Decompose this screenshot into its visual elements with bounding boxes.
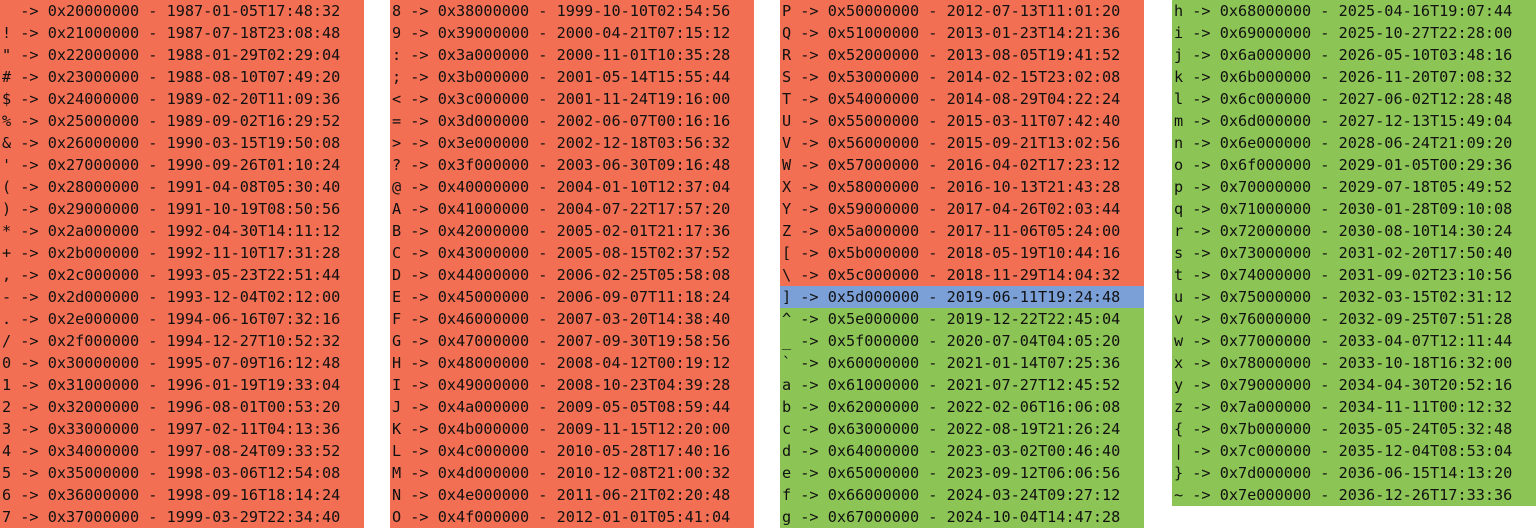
mapping-row: . -> 0x2e000000 - 1994-06-16T07:32:16 (0, 308, 364, 330)
mapping-row: N -> 0x4e000000 - 2011-06-21T02:20:48 (390, 484, 754, 506)
mapping-row: O -> 0x4f000000 - 2012-01-01T05:41:04 (390, 506, 754, 528)
mapping-row: ? -> 0x3f000000 - 2003-06-30T09:16:48 (390, 154, 754, 176)
mapping-row: j -> 0x6a000000 - 2026-05-10T03:48:16 (1172, 44, 1536, 66)
mapping-row: a -> 0x61000000 - 2021-07-27T12:45:52 (780, 374, 1144, 396)
mapping-row: n -> 0x6e000000 - 2028-06-24T21:09:20 (1172, 132, 1536, 154)
mapping-row: e -> 0x65000000 - 2023-09-12T06:06:56 (780, 462, 1144, 484)
mapping-row: z -> 0x7a000000 - 2034-11-11T00:12:32 (1172, 396, 1536, 418)
mapping-row: 9 -> 0x39000000 - 2000-04-21T07:15:12 (390, 22, 754, 44)
mapping-row: S -> 0x53000000 - 2014-02-15T23:02:08 (780, 66, 1144, 88)
mapping-row: X -> 0x58000000 - 2016-10-13T21:43:28 (780, 176, 1144, 198)
mapping-row: " -> 0x22000000 - 1988-01-29T02:29:04 (0, 44, 364, 66)
mapping-row: 6 -> 0x36000000 - 1998-09-16T18:14:24 (0, 484, 364, 506)
mapping-row: 3 -> 0x33000000 - 1997-02-11T04:13:36 (0, 418, 364, 440)
mapping-row: P -> 0x50000000 - 2012-07-13T11:01:20 (780, 0, 1144, 22)
mapping-row: ( -> 0x28000000 - 1991-04-08T05:30:40 (0, 176, 364, 198)
mapping-row: & -> 0x26000000 - 1990-03-15T19:50:08 (0, 132, 364, 154)
mapping-row: 4 -> 0x34000000 - 1997-08-24T09:33:52 (0, 440, 364, 462)
mapping-row: ~ -> 0x7e000000 - 2036-12-26T17:33:36 (1172, 484, 1536, 506)
mapping-row: % -> 0x25000000 - 1989-09-02T16:29:52 (0, 110, 364, 132)
mapping-row: G -> 0x47000000 - 2007-09-30T19:58:56 (390, 330, 754, 352)
mapping-row: 8 -> 0x38000000 - 1999-10-10T02:54:56 (390, 0, 754, 22)
mapping-row: r -> 0x72000000 - 2030-08-10T14:30:24 (1172, 220, 1536, 242)
mapping-row: F -> 0x46000000 - 2007-03-20T14:38:40 (390, 308, 754, 330)
mapping-row: ; -> 0x3b000000 - 2001-05-14T15:55:44 (390, 66, 754, 88)
mapping-row: + -> 0x2b000000 - 1992-11-10T17:31:28 (0, 242, 364, 264)
mapping-row: ) -> 0x29000000 - 1991-10-19T08:50:56 (0, 198, 364, 220)
mapping-row: _ -> 0x5f000000 - 2020-07-04T04:05:20 (780, 330, 1144, 352)
mapping-row: v -> 0x76000000 - 2032-09-25T07:51:28 (1172, 308, 1536, 330)
mapping-row: ! -> 0x21000000 - 1987-07-18T23:08:48 (0, 22, 364, 44)
mapping-row: c -> 0x63000000 - 2022-08-19T21:26:24 (780, 418, 1144, 440)
mapping-row: b -> 0x62000000 - 2022-02-06T16:06:08 (780, 396, 1144, 418)
mapping-row: o -> 0x6f000000 - 2029-01-05T00:29:36 (1172, 154, 1536, 176)
mapping-row: w -> 0x77000000 - 2033-04-07T12:11:44 (1172, 330, 1536, 352)
mapping-row: | -> 0x7c000000 - 2035-12-04T08:53:04 (1172, 440, 1536, 462)
mapping-row: } -> 0x7d000000 - 2036-06-15T14:13:20 (1172, 462, 1536, 484)
column-4: h -> 0x68000000 - 2025-04-16T19:07:44 i -… (1172, 0, 1536, 506)
mapping-row: f -> 0x66000000 - 2024-03-24T09:27:12 (780, 484, 1144, 506)
mapping-row: h -> 0x68000000 - 2025-04-16T19:07:44 (1172, 0, 1536, 22)
mapping-row: g -> 0x67000000 - 2024-10-04T14:47:28 (780, 506, 1144, 528)
mapping-row: u -> 0x75000000 - 2032-03-15T02:31:12 (1172, 286, 1536, 308)
mapping-row: H -> 0x48000000 - 2008-04-12T00:19:12 (390, 352, 754, 374)
mapping-row: A -> 0x41000000 - 2004-07-22T17:57:20 (390, 198, 754, 220)
mapping-row: W -> 0x57000000 - 2016-04-02T17:23:12 (780, 154, 1144, 176)
mapping-row: 2 -> 0x32000000 - 1996-08-01T00:53:20 (0, 396, 364, 418)
mapping-row: = -> 0x3d000000 - 2002-06-07T00:16:16 (390, 110, 754, 132)
mapping-row: ^ -> 0x5e000000 - 2019-12-22T22:45:04 (780, 308, 1144, 330)
mapping-row: ' -> 0x27000000 - 1990-09-26T01:10:24 (0, 154, 364, 176)
mapping-row: x -> 0x78000000 - 2033-10-18T16:32:00 (1172, 352, 1536, 374)
mapping-row: E -> 0x45000000 - 2006-09-07T11:18:24 (390, 286, 754, 308)
mapping-row: -> 0x20000000 - 1987-01-05T17:48:32 (0, 0, 364, 22)
mapping-row: ` -> 0x60000000 - 2021-01-14T07:25:36 (780, 352, 1144, 374)
mapping-row: [ -> 0x5b000000 - 2018-05-19T10:44:16 (780, 242, 1144, 264)
mapping-row: k -> 0x6b000000 - 2026-11-20T07:08:32 (1172, 66, 1536, 88)
mapping-row: J -> 0x4a000000 - 2009-05-05T08:59:44 (390, 396, 754, 418)
mapping-row: $ -> 0x24000000 - 1989-02-20T11:09:36 (0, 88, 364, 110)
mapping-row: ] -> 0x5d000000 - 2019-06-11T19:24:48 (780, 286, 1144, 308)
mapping-row: { -> 0x7b000000 - 2035-05-24T05:32:48 (1172, 418, 1536, 440)
mapping-row: Q -> 0x51000000 - 2013-01-23T14:21:36 (780, 22, 1144, 44)
mapping-row: > -> 0x3e000000 - 2002-12-18T03:56:32 (390, 132, 754, 154)
mapping-row: Y -> 0x59000000 - 2017-04-26T02:03:44 (780, 198, 1144, 220)
mapping-row: q -> 0x71000000 - 2030-01-28T09:10:08 (1172, 198, 1536, 220)
mapping-row: 0 -> 0x30000000 - 1995-07-09T16:12:48 (0, 352, 364, 374)
mapping-row: * -> 0x2a000000 - 1992-04-30T14:11:12 (0, 220, 364, 242)
column-2: 8 -> 0x38000000 - 1999-10-10T02:54:56 9 -… (390, 0, 754, 528)
column-1: -> 0x20000000 - 1987-01-05T17:48:32! -> … (0, 0, 364, 528)
mapping-row: t -> 0x74000000 - 2031-09-02T23:10:56 (1172, 264, 1536, 286)
mapping-row: Z -> 0x5a000000 - 2017-11-06T05:24:00 (780, 220, 1144, 242)
mapping-row: # -> 0x23000000 - 1988-08-10T07:49:20 (0, 66, 364, 88)
mapping-row: m -> 0x6d000000 - 2027-12-13T15:49:04 (1172, 110, 1536, 132)
column-3: P -> 0x50000000 - 2012-07-13T11:01:20 Q -… (780, 0, 1144, 528)
mapping-row: I -> 0x49000000 - 2008-10-23T04:39:28 (390, 374, 754, 396)
mapping-row: , -> 0x2c000000 - 1993-05-23T22:51:44 (0, 264, 364, 286)
mapping-row: 7 -> 0x37000000 - 1999-03-29T22:34:40 (0, 506, 364, 528)
mapping-row: y -> 0x79000000 - 2034-04-30T20:52:16 (1172, 374, 1536, 396)
mapping-row: C -> 0x43000000 - 2005-08-15T02:37:52 (390, 242, 754, 264)
mapping-row: i -> 0x69000000 - 2025-10-27T22:28:00 (1172, 22, 1536, 44)
mapping-row: K -> 0x4b000000 - 2009-11-15T12:20:00 (390, 418, 754, 440)
mapping-row: 1 -> 0x31000000 - 1996-01-19T19:33:04 (0, 374, 364, 396)
mapping-row: R -> 0x52000000 - 2013-08-05T19:41:52 (780, 44, 1144, 66)
mapping-row: T -> 0x54000000 - 2014-08-29T04:22:24 (780, 88, 1144, 110)
mapping-row: < -> 0x3c000000 - 2001-11-24T19:16:00 (390, 88, 754, 110)
mapping-row: / -> 0x2f000000 - 1994-12-27T10:52:32 (0, 330, 364, 352)
mapping-row: U -> 0x55000000 - 2015-03-11T07:42:40 (780, 110, 1144, 132)
mapping-row: V -> 0x56000000 - 2015-09-21T13:02:56 (780, 132, 1144, 154)
mapping-row: p -> 0x70000000 - 2029-07-18T05:49:52 (1172, 176, 1536, 198)
mapping-row: : -> 0x3a000000 - 2000-11-01T10:35:28 (390, 44, 754, 66)
mapping-row: L -> 0x4c000000 - 2010-05-28T17:40:16 (390, 440, 754, 462)
mapping-row: B -> 0x42000000 - 2005-02-01T21:17:36 (390, 220, 754, 242)
mapping-row: l -> 0x6c000000 - 2027-06-02T12:28:48 (1172, 88, 1536, 110)
mapping-row: \ -> 0x5c000000 - 2018-11-29T14:04:32 (780, 264, 1144, 286)
mapping-row: 5 -> 0x35000000 - 1998-03-06T12:54:08 (0, 462, 364, 484)
mapping-row: @ -> 0x40000000 - 2004-01-10T12:37:04 (390, 176, 754, 198)
mapping-row: d -> 0x64000000 - 2023-03-02T00:46:40 (780, 440, 1144, 462)
mapping-row: s -> 0x73000000 - 2031-02-20T17:50:40 (1172, 242, 1536, 264)
mapping-row: - -> 0x2d000000 - 1993-12-04T02:12:00 (0, 286, 364, 308)
mapping-row: M -> 0x4d000000 - 2010-12-08T21:00:32 (390, 462, 754, 484)
mapping-row: D -> 0x44000000 - 2006-02-25T05:58:08 (390, 264, 754, 286)
